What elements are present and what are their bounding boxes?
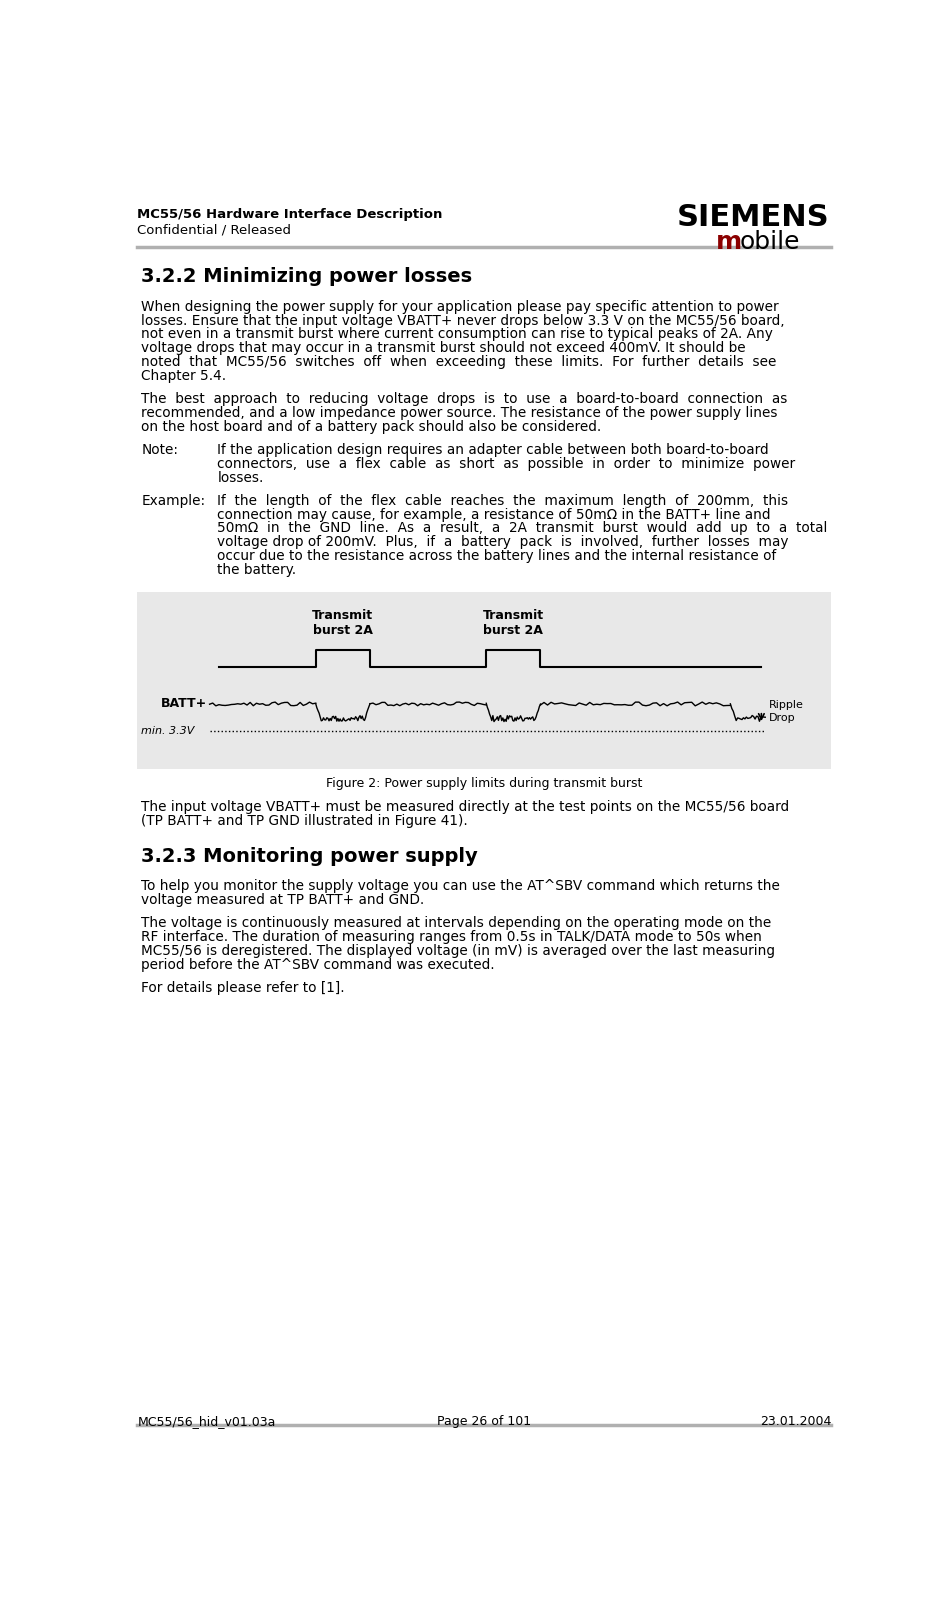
Text: connectors,  use  a  flex  cable  as  short  as  possible  in  order  to  minimi: connectors, use a flex cable as short as… — [217, 456, 795, 471]
Text: For details please refer to [1].: For details please refer to [1]. — [142, 981, 345, 995]
Text: (TP BATT+ and TP GND illustrated in Figure 41).: (TP BATT+ and TP GND illustrated in Figu… — [142, 814, 467, 828]
Text: voltage measured at TP BATT+ and GND.: voltage measured at TP BATT+ and GND. — [142, 893, 424, 908]
Text: Confidential / Released: Confidential / Released — [138, 223, 291, 236]
Text: min. 3.3V: min. 3.3V — [142, 726, 194, 736]
Text: Ripple: Ripple — [768, 701, 803, 710]
Text: When designing the power supply for your application please pay specific attenti: When designing the power supply for your… — [142, 299, 778, 314]
Text: The voltage is continuously measured at intervals depending on the operating mod: The voltage is continuously measured at … — [142, 916, 771, 930]
Text: 50mΩ  in  the  GND  line.  As  a  result,  a  2A  transmit  burst  would  add  u: 50mΩ in the GND line. As a result, a 2A … — [217, 521, 827, 536]
Text: on the host board and of a battery pack should also be considered.: on the host board and of a battery pack … — [142, 419, 601, 434]
Text: Drop: Drop — [768, 714, 795, 723]
Text: The  best  approach  to  reducing  voltage  drops  is  to  use  a  board-to-boar: The best approach to reducing voltage dr… — [142, 392, 787, 406]
Text: recommended, and a low impedance power source. The resistance of the power suppl: recommended, and a low impedance power s… — [142, 406, 777, 421]
Text: obile: obile — [739, 230, 800, 254]
Text: the battery.: the battery. — [217, 563, 296, 578]
Text: occur due to the resistance across the battery lines and the internal resistance: occur due to the resistance across the b… — [217, 549, 776, 563]
Text: connection may cause, for example, a resistance of 50mΩ in the BATT+ line and: connection may cause, for example, a res… — [217, 508, 770, 521]
Text: SIEMENS: SIEMENS — [676, 204, 829, 233]
Bar — [138, 592, 830, 769]
Text: noted  that  MC55/56  switches  off  when  exceeding  these  limits.  For  furth: noted that MC55/56 switches off when exc… — [142, 354, 776, 369]
Text: RF interface. The duration of measuring ranges from 0.5s in TALK/DATA mode to 50: RF interface. The duration of measuring … — [142, 930, 762, 945]
Text: losses. Ensure that the input voltage VBATT+ never drops below 3.3 V on the MC55: losses. Ensure that the input voltage VB… — [142, 314, 784, 327]
Text: 3.2.3 Monitoring power supply: 3.2.3 Monitoring power supply — [142, 848, 478, 866]
Text: m: m — [715, 230, 741, 254]
Text: Transmit
burst 2A: Transmit burst 2A — [312, 610, 373, 637]
Text: not even in a transmit burst where current consumption can rise to typical peaks: not even in a transmit burst where curre… — [142, 327, 772, 341]
Text: Note:: Note: — [142, 443, 178, 456]
Text: Page 26 of 101: Page 26 of 101 — [436, 1416, 531, 1429]
Text: losses.: losses. — [217, 471, 263, 484]
Text: MC55/56_hid_v01.03a: MC55/56_hid_v01.03a — [138, 1416, 276, 1429]
Text: Transmit
burst 2A: Transmit burst 2A — [482, 610, 544, 637]
Text: If  the  length  of  the  flex  cable  reaches  the  maximum  length  of  200mm,: If the length of the flex cable reaches … — [217, 493, 787, 508]
Text: Example:: Example: — [142, 493, 205, 508]
Text: Chapter 5.4.: Chapter 5.4. — [142, 369, 227, 383]
Text: period before the AT^SBV command was executed.: period before the AT^SBV command was exe… — [142, 958, 495, 972]
Text: The input voltage VBATT+ must be measured directly at the test points on the MC5: The input voltage VBATT+ must be measure… — [142, 801, 788, 814]
Text: 23.01.2004: 23.01.2004 — [759, 1416, 830, 1429]
Text: BATT+: BATT+ — [160, 697, 207, 710]
Text: If the application design requires an adapter cable between both board-to-board: If the application design requires an ad… — [217, 443, 768, 456]
Text: To help you monitor the supply voltage you can use the AT^SBV command which retu: To help you monitor the supply voltage y… — [142, 880, 780, 893]
Text: voltage drop of 200mV.  Plus,  if  a  battery  pack  is  involved,  further  los: voltage drop of 200mV. Plus, if a batter… — [217, 536, 788, 549]
Text: MC55/56 Hardware Interface Description: MC55/56 Hardware Interface Description — [138, 209, 443, 222]
Text: MC55/56 is deregistered. The displayed voltage (in mV) is averaged over the last: MC55/56 is deregistered. The displayed v… — [142, 945, 775, 958]
Text: Figure 2: Power supply limits during transmit burst: Figure 2: Power supply limits during tra… — [326, 777, 641, 790]
Text: 3.2.2 Minimizing power losses: 3.2.2 Minimizing power losses — [142, 267, 472, 286]
Text: voltage drops that may occur in a transmit burst should not exceed 400mV. It sho: voltage drops that may occur in a transm… — [142, 341, 745, 356]
